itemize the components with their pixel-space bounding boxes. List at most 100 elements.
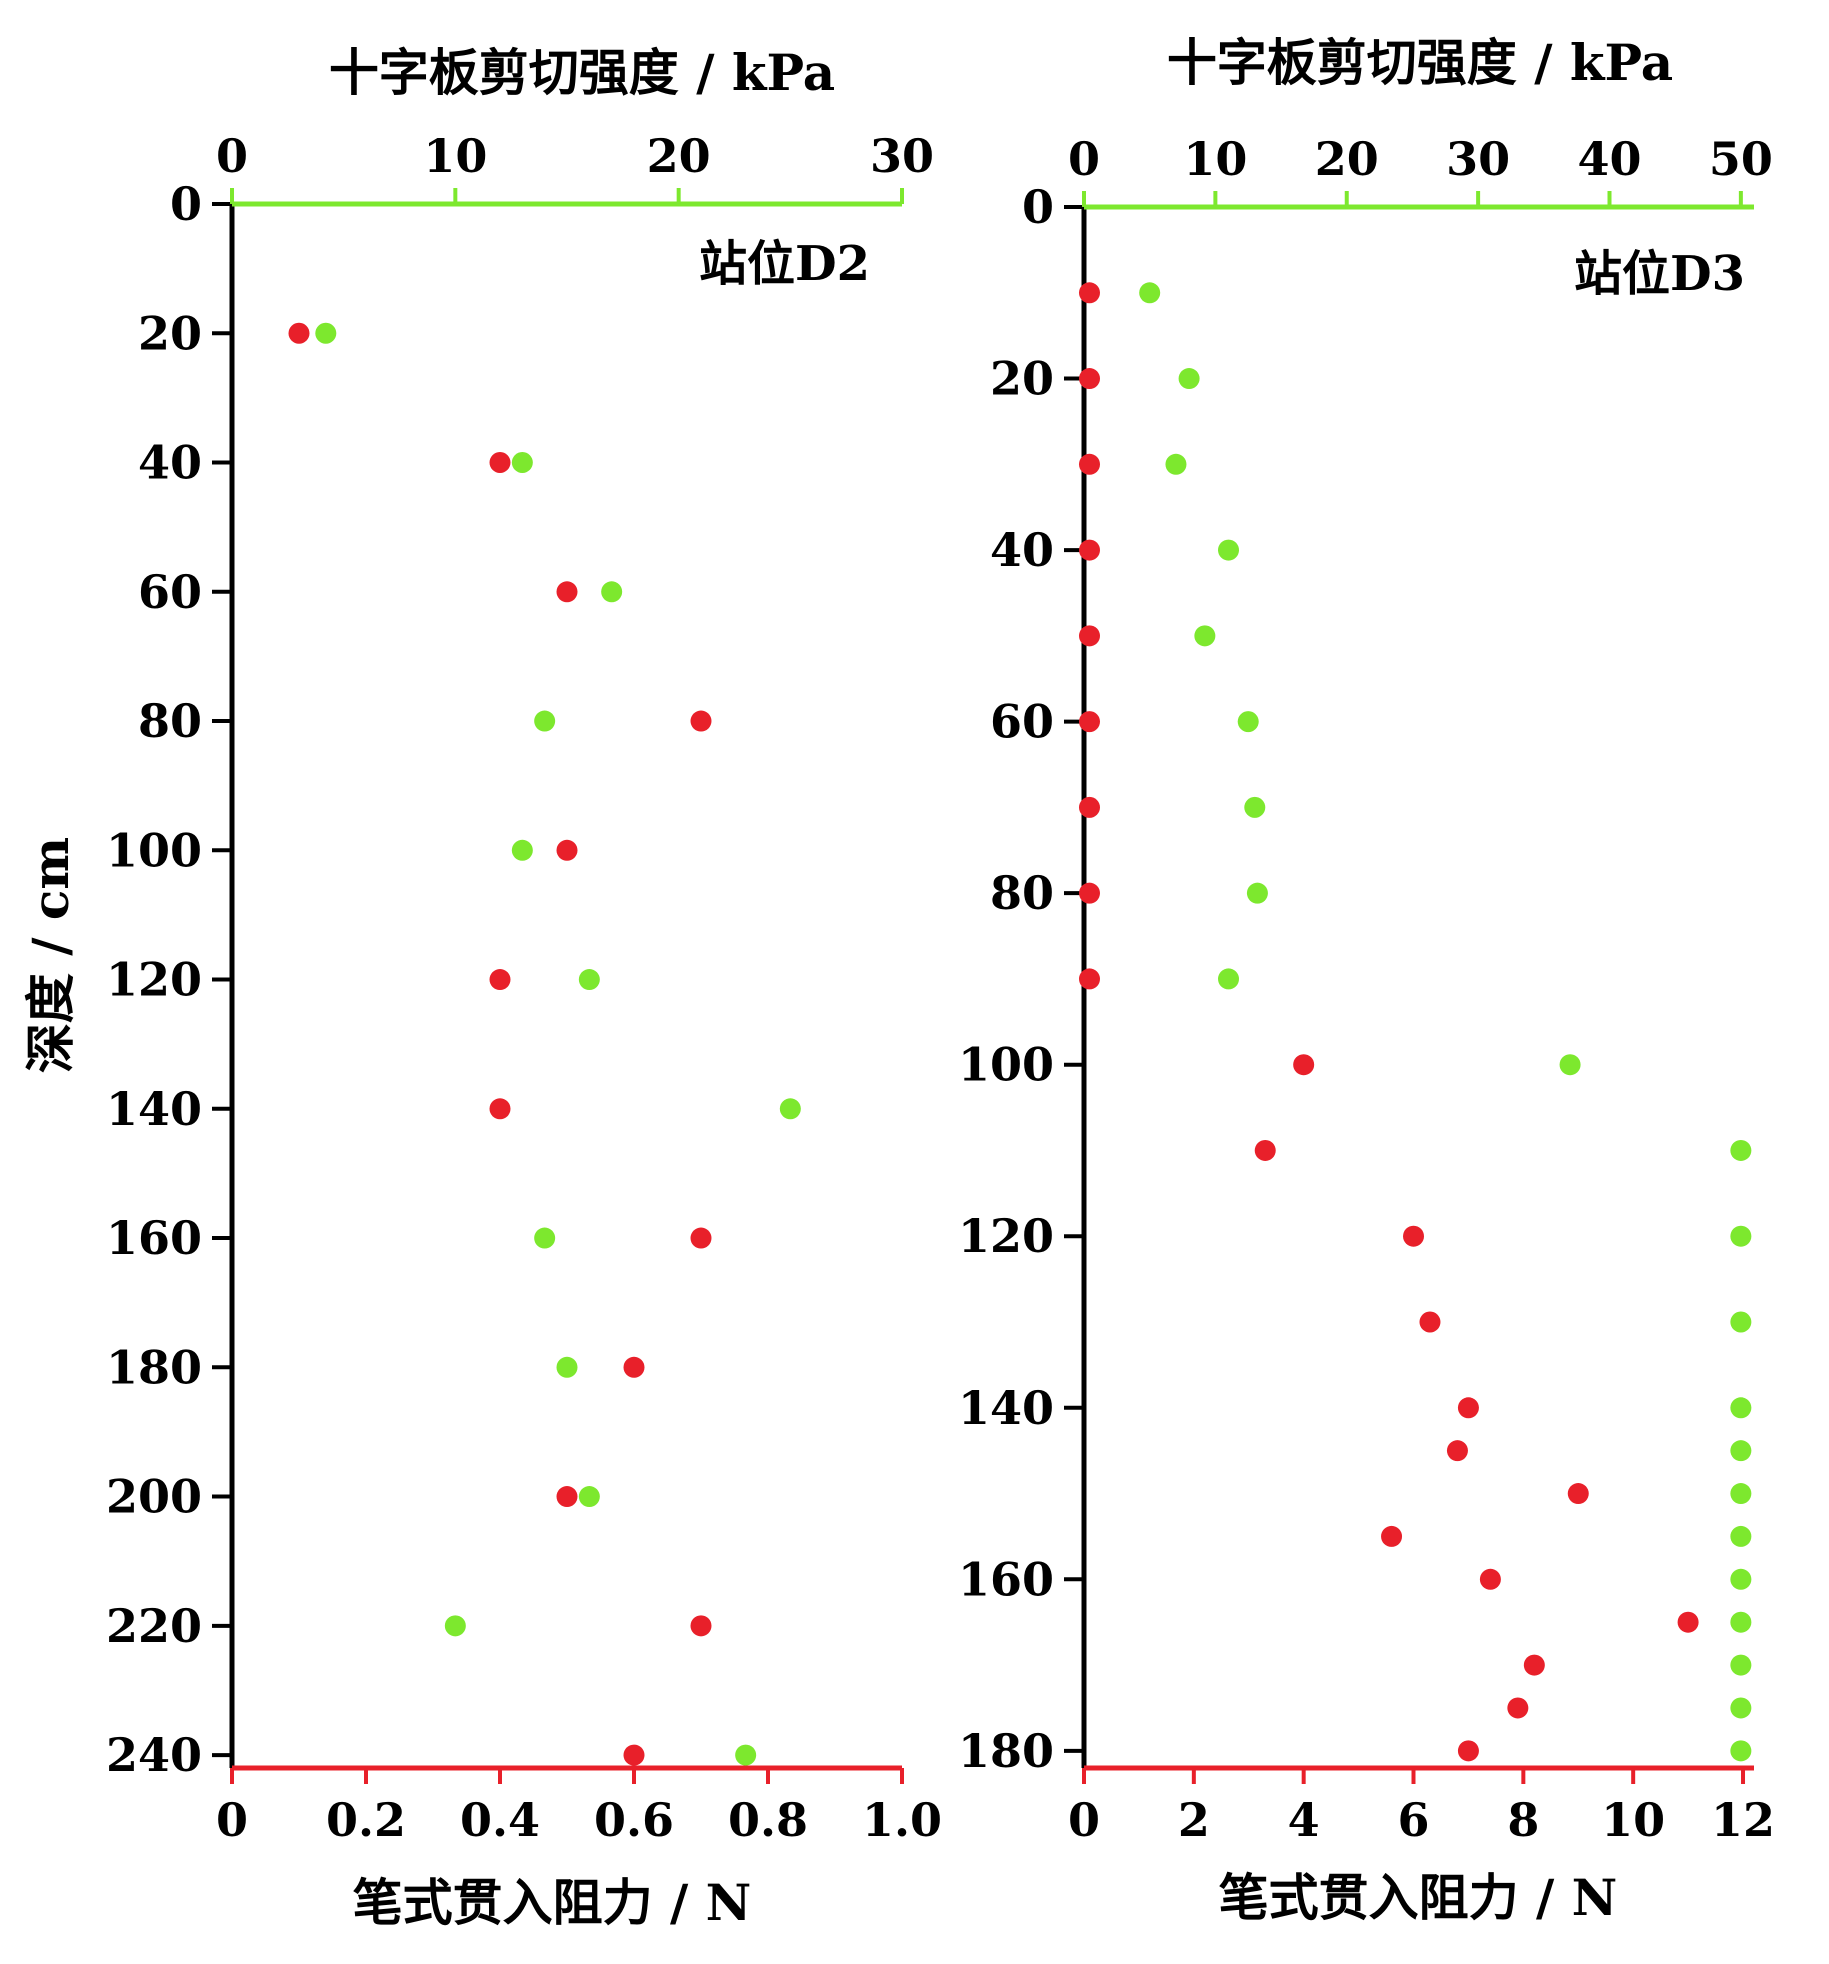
panel-d3-penetration-point xyxy=(1078,368,1100,390)
panel-d3-depth-tick-label: 0 xyxy=(1022,180,1054,234)
panel-d3-penetration-point xyxy=(1403,1225,1425,1247)
panel-d2-depth-tick-label: 160 xyxy=(106,1211,202,1265)
panel-d3-bottom-axis-title: 笔式贯入阻力 / N xyxy=(1219,1868,1618,1927)
panel-d3-penetration-point xyxy=(1078,796,1100,818)
panel-d2-bottom-axis-title: 笔式贯入阻力 / N xyxy=(353,1873,752,1932)
panel-d3-depth-tick-label: 60 xyxy=(990,695,1054,749)
panel-d3-depth-tick-label: 180 xyxy=(958,1724,1054,1778)
panel-d2-bottom-axis-tick-label: 0.4 xyxy=(460,1793,540,1847)
panel-d3-penetration-point xyxy=(1078,711,1100,733)
panel-d2-penetration-point xyxy=(556,839,578,861)
panel-d2-shear-strength-point xyxy=(315,322,337,344)
panel-d3-top-axis-title: 十字板剪切强度 / kPa xyxy=(1167,33,1673,92)
panel-d3-penetration-point xyxy=(1381,1525,1403,1547)
panel-d2-penetration-point xyxy=(623,1744,645,1766)
panel-d2-shear-strength-point xyxy=(534,710,556,732)
panel-d3-penetration-point xyxy=(1419,1311,1441,1333)
panel-d2-depth-tick-label: 120 xyxy=(106,953,202,1007)
panel-d2-shear-strength-point xyxy=(578,969,600,991)
panel-d3-penetration-point xyxy=(1457,1740,1479,1762)
panel-d2-top-axis-tick-label: 20 xyxy=(647,129,711,183)
panel-d2-penetration-point xyxy=(556,581,578,603)
panel-d3-penetration-point xyxy=(1677,1611,1699,1633)
panel-d3-penetration-point xyxy=(1078,882,1100,904)
panel-d2-shear-strength-point xyxy=(578,1486,600,1508)
panel-d2-bottom-axis-tick-label: 0 xyxy=(216,1793,248,1847)
panel-d3-shear-strength-point xyxy=(1244,796,1266,818)
panel-d2-shear-strength-point xyxy=(556,1356,578,1378)
panel-d3-shear-strength-point xyxy=(1730,1697,1752,1719)
panel-d3-depth-tick-label: 160 xyxy=(958,1552,1054,1606)
panel-d3-shear-strength-point xyxy=(1559,1054,1581,1076)
panel-d3-shear-strength-point xyxy=(1730,1311,1752,1333)
panel-d3-penetration-point xyxy=(1078,282,1100,304)
panel-d3-depth-tick-label: 40 xyxy=(990,523,1054,577)
panel-d3-top-axis-tick-label: 0 xyxy=(1068,132,1100,186)
panel-d3-bottom-axis-tick-label: 12 xyxy=(1711,1793,1775,1847)
panel-d3-depth-tick-label: 80 xyxy=(990,866,1054,920)
panel-d3-penetration-point xyxy=(1479,1568,1501,1590)
panel-d2-penetration-point xyxy=(489,452,511,474)
panel-d3-shear-strength-point xyxy=(1246,882,1268,904)
panel-d2-top-axis-tick-label: 0 xyxy=(216,129,248,183)
panel-d3-shear-strength-point xyxy=(1139,282,1161,304)
panel-d3-shear-strength-point xyxy=(1178,368,1200,390)
panel-d3-shear-strength-point xyxy=(1730,1740,1752,1762)
panel-d2-penetration-point xyxy=(690,1615,712,1637)
panel-d2-depth-tick-label: 240 xyxy=(106,1728,202,1782)
panel-d2-penetration-point xyxy=(556,1486,578,1508)
panel-d2-bottom-axis-tick-label: 0.8 xyxy=(728,1793,808,1847)
depth-axis-title: 深度 / cm xyxy=(21,837,80,1073)
panel-d2-shear-strength-point xyxy=(534,1227,556,1249)
panel-d3-penetration-point xyxy=(1457,1397,1479,1419)
panel-d3-station-label: 站位D3 xyxy=(1574,246,1745,302)
panel-d3-shear-strength-point xyxy=(1194,625,1216,647)
panel-d3-top-axis-tick-label: 50 xyxy=(1709,132,1773,186)
panel-d3-top-axis-tick-label: 20 xyxy=(1315,132,1379,186)
panel-d2-depth-tick-label: 140 xyxy=(106,1082,202,1136)
panel-d3-depth-tick-label: 120 xyxy=(958,1209,1054,1263)
panel-d3-bottom-axis-tick-label: 10 xyxy=(1601,1793,1665,1847)
panel-d2-shear-strength-point xyxy=(511,839,533,861)
panel-d2-top-axis-tick-label: 30 xyxy=(870,129,934,183)
panel-d2-bottom-axis-tick-label: 0.6 xyxy=(594,1793,674,1847)
panel-d3-shear-strength-point xyxy=(1165,453,1187,475)
panel-d3-bottom-axis-tick-label: 8 xyxy=(1507,1793,1539,1847)
panel-d2-depth-tick-label: 60 xyxy=(138,565,202,619)
panel-d2-depth-tick-label: 100 xyxy=(106,823,202,877)
panel-d2-plot: 0 20 40 60 80 100 120 140 160 180 200 220 240 0 10 20 30… xyxy=(106,129,942,1847)
panel-d2-bottom-axis-tick-label: 0.2 xyxy=(326,1793,406,1847)
panel-d2-penetration-point xyxy=(288,322,310,344)
panel-d2-depth-tick-label: 220 xyxy=(106,1599,202,1653)
panel-d3-shear-strength-point xyxy=(1218,968,1240,990)
panel-d3-bottom-axis-tick-label: 0 xyxy=(1068,1793,1100,1847)
panel-d3-shear-strength-point xyxy=(1237,711,1259,733)
panel-d3-shear-strength-point xyxy=(1730,1483,1752,1505)
panel-d2-top-axis-title: 十字板剪切强度 / kPa xyxy=(329,43,835,102)
panel-d3-shear-strength-point xyxy=(1730,1139,1752,1161)
panel-d3-shear-strength-point xyxy=(1218,539,1240,561)
panel-d2-depth-tick-label: 180 xyxy=(106,1340,202,1394)
panel-d3-depth-tick-label: 100 xyxy=(958,1038,1054,1092)
panel-d2-penetration-point xyxy=(489,1098,511,1120)
panel-d3-shear-strength-point xyxy=(1730,1568,1752,1590)
panel-d3-shear-strength-point xyxy=(1730,1611,1752,1633)
panel-d3-shear-strength-point xyxy=(1730,1225,1752,1247)
panel-d3-penetration-point xyxy=(1078,625,1100,647)
panel-d3-bottom-axis-tick-label: 4 xyxy=(1288,1793,1320,1847)
panel-d3-penetration-point xyxy=(1523,1654,1545,1676)
panel-d3-top-axis-tick-label: 40 xyxy=(1577,132,1641,186)
panel-d3-shear-strength-point xyxy=(1730,1397,1752,1419)
panel-d3-depth-tick-label: 140 xyxy=(958,1381,1054,1435)
panel-d2-depth-tick-label: 80 xyxy=(138,694,202,748)
panel-d3-shear-strength-point xyxy=(1730,1525,1752,1547)
panel-d2-shear-strength-point xyxy=(511,452,533,474)
panel-d2-shear-strength-point xyxy=(735,1744,757,1766)
panel-d3-penetration-point xyxy=(1507,1697,1529,1719)
panel-d3-plot: 0 20 40 60 80 100 120 140 160 180 0 10 20 30 40 50 0 2 4 6 8… xyxy=(958,132,1775,1847)
panel-d2-depth-tick-label: 40 xyxy=(138,436,202,490)
panel-d3-bottom-axis-tick-label: 2 xyxy=(1178,1793,1210,1847)
panel-d2-penetration-point xyxy=(690,1227,712,1249)
